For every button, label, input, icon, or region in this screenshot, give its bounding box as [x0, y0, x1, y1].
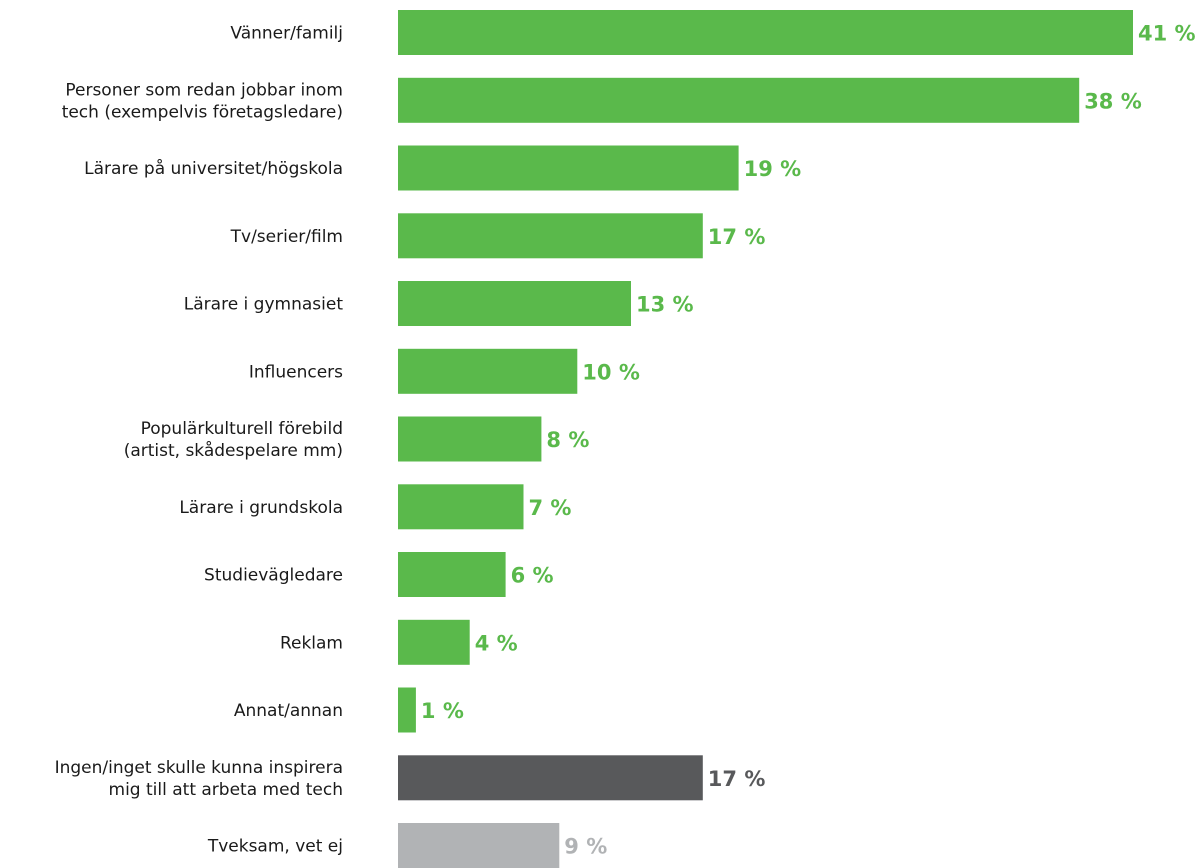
bar-6	[398, 416, 542, 462]
value-label-6: 8 %	[546, 428, 589, 452]
category-label-line: (artist, skådespelare mm)	[124, 440, 343, 461]
value-label-0: 41 %	[1138, 22, 1196, 46]
bar-3	[398, 213, 703, 259]
category-label-line: Ingen/inget skulle kunna inspirera	[55, 758, 343, 778]
category-label-9: Reklam	[280, 633, 343, 653]
category-label-line: mig till att arbeta med tech	[109, 780, 343, 800]
bar-9	[398, 619, 470, 665]
category-label-4: Lärare i gymnasiet	[184, 295, 344, 315]
bar-8	[398, 552, 506, 597]
category-label-line: Populärkulturell förebild	[141, 419, 343, 439]
category-label-line: Personer som redan jobbar inom	[65, 80, 343, 100]
category-label-line: Studievägledare	[204, 566, 343, 586]
category-label-line: Lärare i gymnasiet	[184, 295, 344, 315]
bar-7	[398, 484, 524, 530]
category-label-6: Populärkulturell förebild (artist, skådes…	[124, 419, 343, 461]
bar-0	[398, 10, 1133, 55]
value-label-3: 17 %	[708, 225, 766, 249]
value-label-1: 38 %	[1084, 89, 1142, 113]
bar-2	[398, 145, 739, 191]
bar-5	[398, 348, 578, 394]
value-label-5: 10 %	[582, 360, 640, 384]
category-label-5: Influencers	[249, 362, 343, 382]
value-label-8: 6 %	[511, 564, 554, 588]
category-label-line: Lärare på universitet/högskola	[84, 158, 343, 179]
category-label-1: Personer som redan jobbar inom tech (exem…	[62, 80, 343, 122]
category-label-line: Annat/annan	[234, 701, 343, 721]
category-label-line: Lärare i grundskola	[179, 498, 343, 518]
category-label-7: Lärare i grundskola	[179, 498, 343, 518]
category-label-12: Tveksam, vet ej	[207, 837, 343, 857]
category-label-11: Ingen/inget skulle kunna inspirera mig ti…	[55, 758, 343, 800]
category-label-line: Reklam	[280, 633, 343, 653]
category-label-2: Lärare på universitet/högskola	[84, 158, 343, 179]
value-label-11: 17 %	[708, 767, 766, 791]
value-label-4: 13 %	[636, 293, 694, 317]
category-label-3: Tv/serier/film	[230, 227, 343, 247]
value-label-7: 7 %	[529, 496, 572, 520]
value-label-2: 19 %	[744, 157, 802, 181]
category-label-line: Tveksam, vet ej	[207, 837, 343, 857]
category-label-line: Vänner/familj	[230, 24, 343, 44]
category-label-0: Vänner/familj	[230, 24, 343, 44]
value-label-9: 4 %	[475, 631, 518, 655]
bar-1	[398, 77, 1080, 123]
bar-11	[398, 755, 703, 801]
category-label-line: tech (exempelvis företagsledare)	[62, 102, 343, 122]
category-label-10: Annat/annan	[234, 701, 343, 721]
value-label-10: 1 %	[421, 699, 464, 723]
bar-10	[398, 687, 416, 733]
value-label-12: 9 %	[564, 835, 607, 859]
bar-12	[398, 823, 560, 868]
bar-4	[398, 281, 631, 326]
category-label-line: Influencers	[249, 362, 343, 382]
category-label-8: Studievägledare	[204, 566, 343, 586]
category-label-line: Tv/serier/film	[230, 227, 343, 247]
